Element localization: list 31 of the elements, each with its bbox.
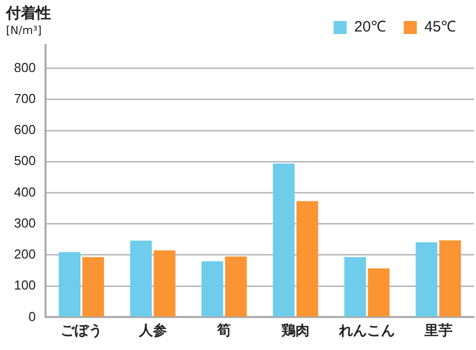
- x-tick-label: 里芋: [423, 323, 452, 340]
- x-tick-label: 鶏肉: [280, 323, 310, 340]
- legend-label: 20℃: [354, 18, 386, 36]
- x-tick-label: 筍: [216, 323, 232, 340]
- bar: [154, 250, 176, 316]
- y-tick-label: 800: [14, 60, 36, 75]
- chart-title: 付着性: [6, 4, 51, 23]
- bar: [296, 201, 318, 316]
- bar: [130, 240, 152, 316]
- x-tick-label: れんこん: [338, 323, 395, 340]
- y-tick-label: 700: [14, 91, 36, 106]
- y-tick-label: 300: [14, 215, 36, 230]
- y-tick-label: 100: [14, 278, 36, 293]
- bar: [82, 257, 104, 316]
- bar: [416, 242, 438, 316]
- bar: [225, 256, 247, 316]
- x-tick-label: ごぼう: [60, 323, 102, 340]
- bar: [202, 261, 224, 316]
- bar: [272, 164, 295, 316]
- y-axis-title: [N/m³]: [6, 24, 42, 37]
- legend-label: 45℃: [424, 18, 456, 36]
- y-tick-label: 0: [28, 308, 36, 324]
- y-tick-label: 200: [14, 246, 36, 262]
- y-tick-label: 500: [14, 153, 36, 168]
- x-tick-label: 人参: [138, 322, 167, 340]
- bar: [368, 268, 390, 316]
- bar: [439, 240, 461, 316]
- y-tick-label: 600: [14, 122, 36, 138]
- bar: [344, 257, 366, 316]
- y-tick-label: 400: [14, 184, 36, 200]
- bar: [58, 252, 80, 316]
